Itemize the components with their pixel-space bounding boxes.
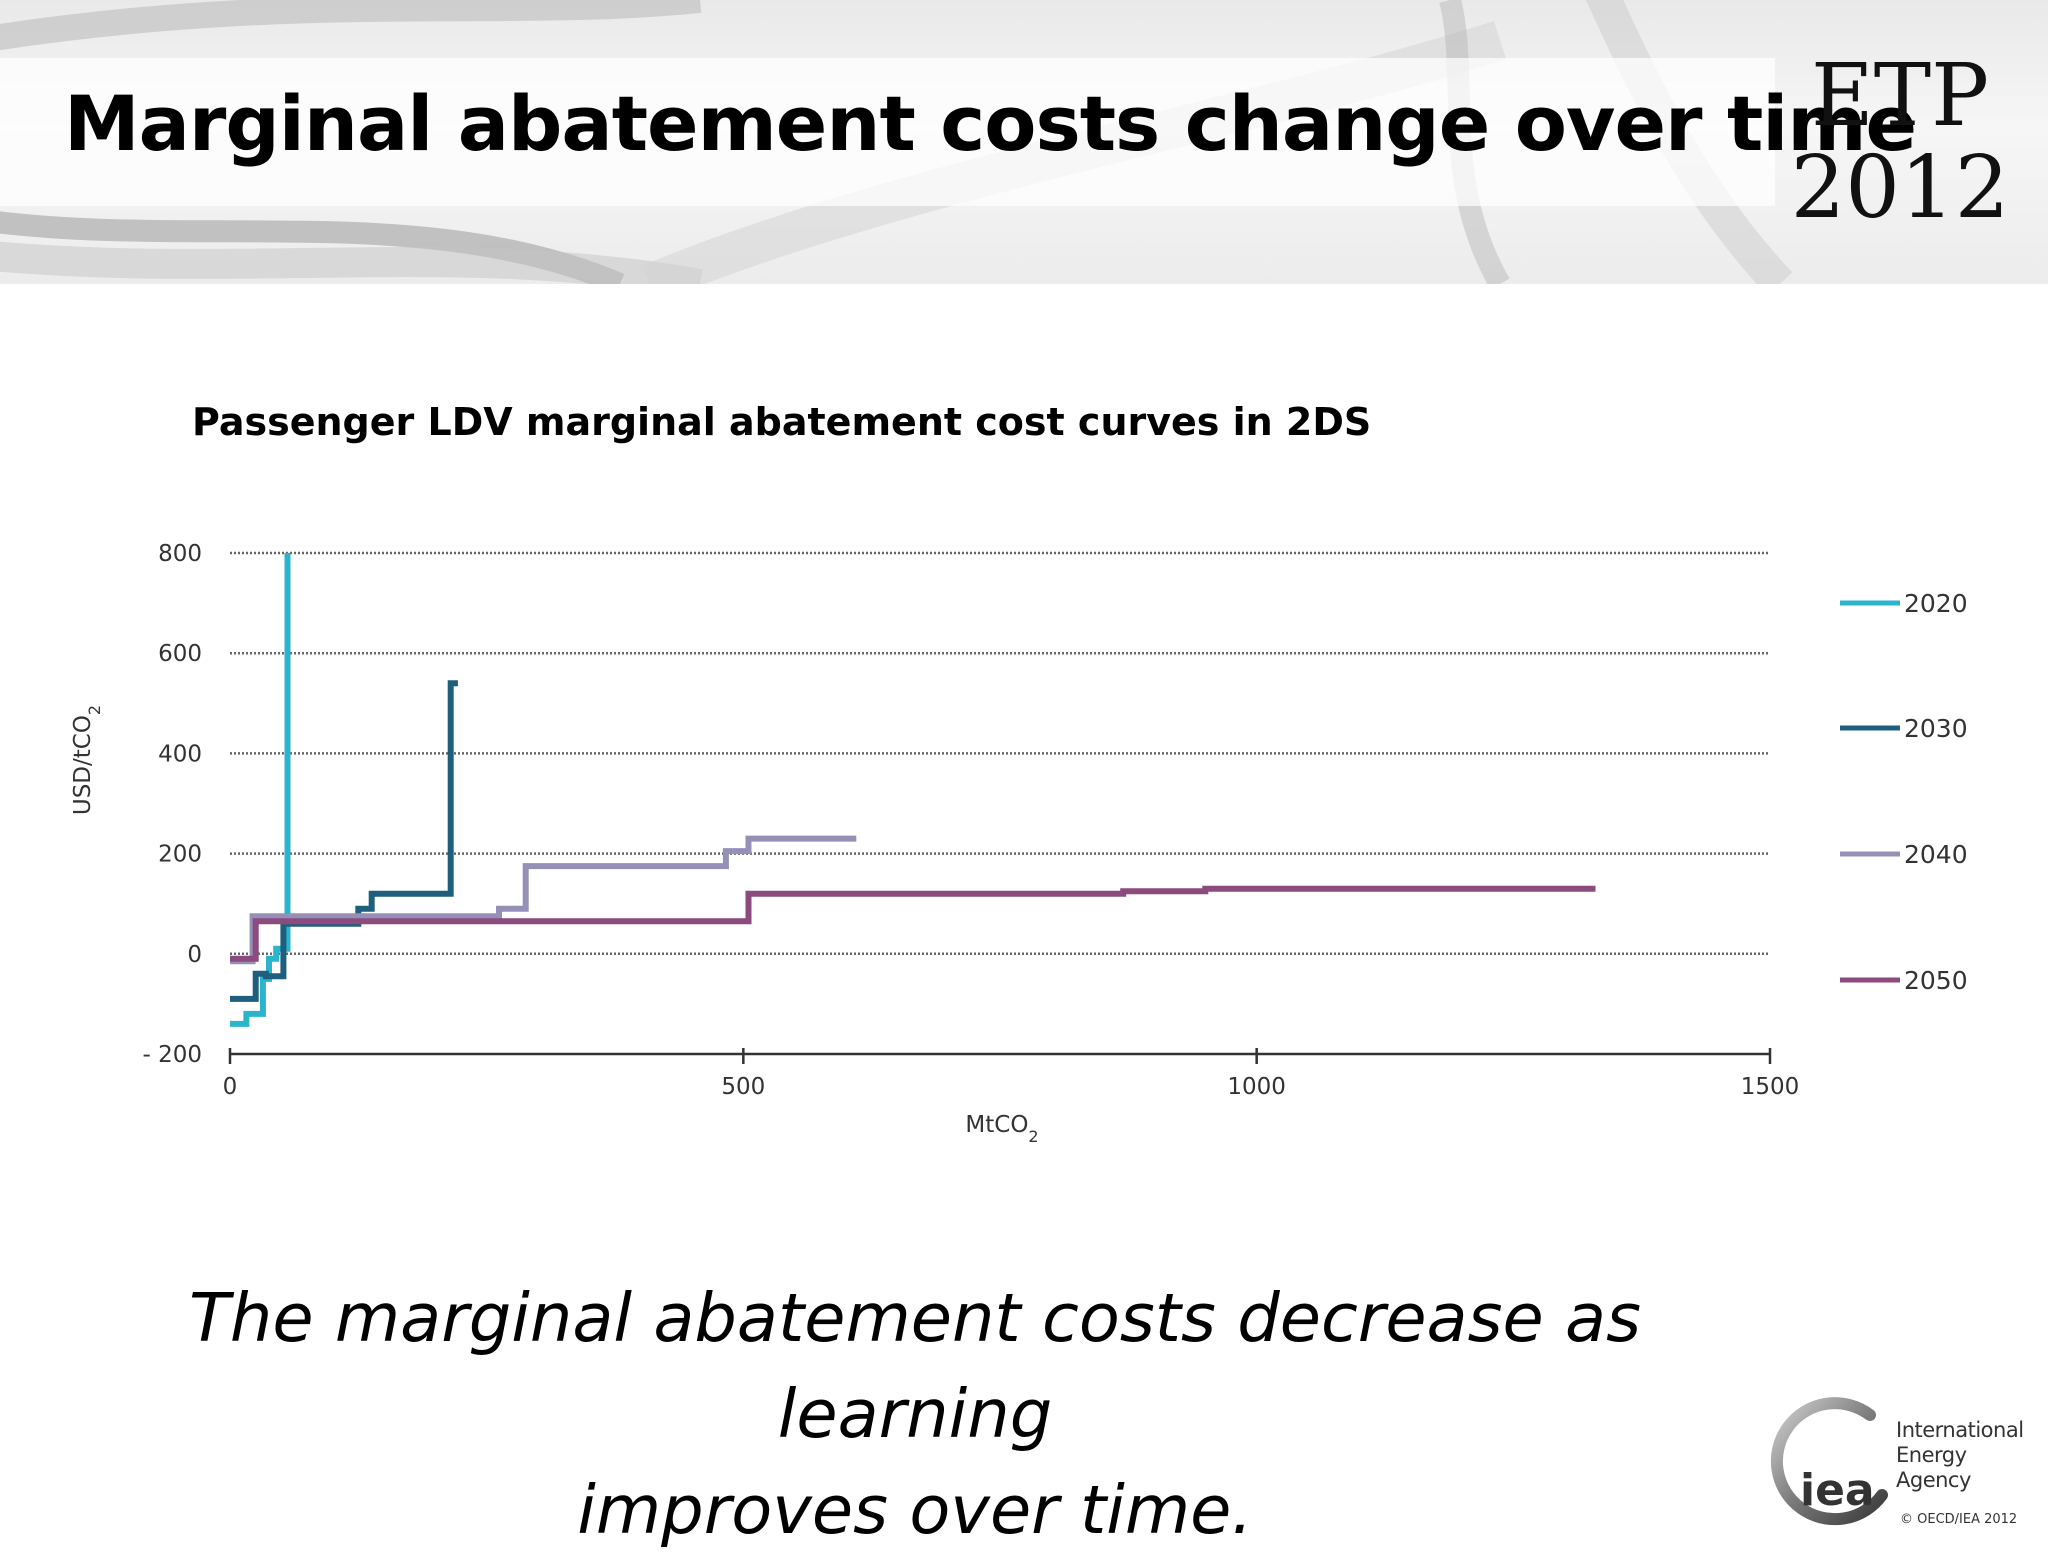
y-tick-label: 0	[187, 942, 202, 968]
etp-logo-line1: ETP	[1810, 46, 1989, 146]
y-axis-label: USD/tCO2	[70, 705, 104, 815]
title-strip	[0, 58, 1775, 206]
y-tick-label: 600	[158, 641, 202, 667]
legend-label-2030: 2030	[1904, 714, 1968, 743]
header-band	[0, 0, 2048, 284]
y-tick-label: - 200	[142, 1042, 202, 1068]
series-line-2040	[230, 835, 857, 965]
legend-label-2050: 2050	[1904, 966, 1968, 995]
legend-label-2040: 2040	[1904, 840, 1968, 869]
iea-name-line1: International	[1896, 1418, 2024, 1442]
x-tick-label: 1000	[1227, 1074, 1286, 1100]
iea-name-line2: Energy Agency	[1896, 1443, 1971, 1492]
y-tick-label: 400	[158, 741, 202, 767]
caption-line-1: The marginal abatement costs decrease as…	[188, 1279, 1641, 1453]
caption-line-2: improves over time.	[577, 1471, 1253, 1549]
x-tick-label: 500	[721, 1074, 765, 1100]
x-axis-label: MtCO2	[965, 1112, 1038, 1146]
iea-wordmark: International Energy Agency	[1896, 1418, 2046, 1493]
series-line-2050	[230, 885, 1596, 962]
legend-label-2020: 2020	[1904, 589, 1968, 618]
mac-curve-chart: 800 600 400 200 0 - 200 0 500 1000 1500 2020 2030 2…	[70, 541, 1968, 1146]
etp-2012-logo: ETP 2012	[1785, 50, 2015, 234]
iea-logo-text: iea	[1800, 1465, 1875, 1516]
slide-title: Marginal abatement costs change over tim…	[64, 79, 1917, 168]
y-tick-label: 200	[158, 842, 202, 868]
caption: The marginal abatement costs decrease as…	[60, 1270, 1770, 1558]
series-line-2030	[230, 680, 458, 1002]
y-tick-label: 800	[158, 541, 202, 567]
iea-logo-mark: iea	[1770, 1397, 1888, 1526]
x-tick-label: 1500	[1741, 1074, 1800, 1100]
etp-logo-line2: 2012	[1790, 138, 2010, 238]
chart-title: Passenger LDV marginal abatement cost cu…	[192, 400, 1372, 444]
x-tick-label: 0	[223, 1074, 238, 1100]
copyright-notice: © OECD/IEA 2012	[1900, 1512, 2018, 1527]
